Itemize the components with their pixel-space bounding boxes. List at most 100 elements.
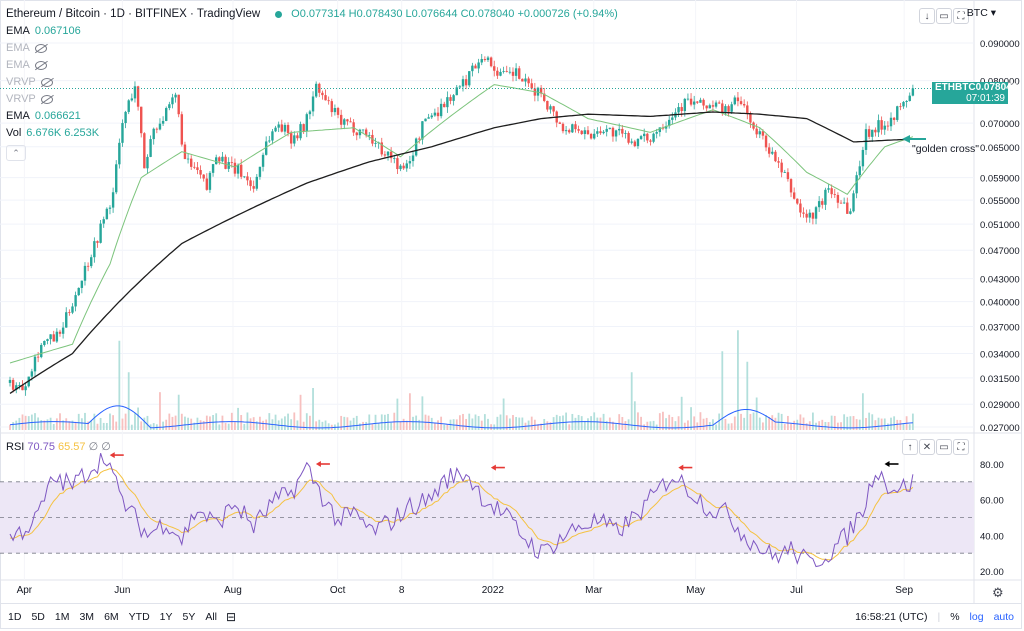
volume-bar	[362, 421, 364, 430]
log-scale-toggle[interactable]: log	[969, 611, 984, 623]
candle-body	[808, 212, 811, 218]
volume-bar	[587, 418, 589, 430]
move-up-button[interactable]: ↑	[902, 439, 918, 455]
fullscreen-pane-button[interactable]: ⛶	[953, 8, 969, 24]
candle-body	[186, 158, 190, 160]
price-tick-label: 0.037000	[980, 323, 1020, 334]
hidden-eye-icon[interactable]	[40, 78, 53, 87]
candle-body	[111, 192, 115, 208]
candle-body	[8, 379, 12, 383]
timeframe-button[interactable]: 3M	[79, 611, 95, 623]
volume-bar	[337, 422, 339, 430]
settings-gear-icon[interactable]: ⚙	[992, 585, 1004, 600]
candle-body	[896, 106, 899, 120]
candle-body	[74, 295, 77, 307]
volume-bar	[683, 422, 686, 430]
volume-bar	[202, 420, 205, 430]
candle-body	[564, 130, 568, 132]
volume-bar	[880, 418, 883, 430]
hidden-eye-icon[interactable]	[34, 61, 47, 70]
timeframe-button[interactable]: YTD	[128, 611, 150, 623]
collapse-pane-button[interactable]: ▭	[936, 8, 952, 24]
move-down-button[interactable]: ↓	[919, 8, 935, 24]
close-pane-button[interactable]: ✕	[919, 439, 935, 455]
candle-body	[461, 79, 465, 87]
candle-body	[436, 112, 440, 117]
volume-bar	[112, 415, 114, 430]
volume-bar	[583, 420, 586, 430]
volume-bar	[280, 418, 283, 430]
volume-bar	[865, 417, 867, 430]
indicator-row[interactable]: EMA	[6, 57, 618, 74]
volume-bar	[184, 416, 186, 430]
price-tag-countdown: 07:01:39	[966, 93, 1005, 104]
indicator-row[interactable]: EMA 0.067106	[6, 23, 618, 40]
candle-body	[280, 124, 283, 132]
candle-body	[880, 120, 883, 130]
hidden-eye-icon[interactable]	[34, 44, 47, 53]
candle-body	[333, 108, 337, 113]
timeframe-button[interactable]: 5D	[31, 611, 45, 623]
volume-bar	[118, 340, 121, 430]
volume-bar	[793, 420, 796, 430]
candle-body	[80, 280, 84, 288]
indicator-row[interactable]: Vol 6.676K 6.253K	[6, 125, 618, 142]
currency-selector[interactable]: BTC ▾	[966, 7, 996, 19]
collapse-legend-button[interactable]: ⌃	[6, 145, 26, 161]
volume-bar	[393, 412, 396, 430]
candle-body	[721, 103, 724, 113]
candle-body	[205, 178, 209, 190]
timeframe-button[interactable]: All	[205, 611, 218, 623]
candle-body	[658, 127, 662, 133]
candle-body	[705, 105, 708, 109]
volume-bar	[783, 424, 786, 430]
candle-body	[393, 158, 396, 159]
candle-body	[43, 340, 46, 345]
candle-body	[777, 161, 780, 163]
time-tick-label: Jun	[114, 585, 130, 596]
indicator-row[interactable]: EMA	[6, 40, 618, 57]
volume-bar	[577, 414, 580, 430]
timeframe-button[interactable]: 1D	[8, 611, 22, 623]
candle-body	[396, 158, 399, 170]
candle-body	[264, 141, 268, 155]
volume-bar	[643, 424, 646, 430]
candle-body	[811, 212, 815, 219]
candle-body	[305, 114, 308, 132]
volume-bar	[696, 422, 699, 430]
indicator-row[interactable]: VRVP	[6, 74, 618, 91]
volume-bar	[199, 420, 202, 430]
maximize-rsi-button[interactable]: ⛶	[953, 439, 969, 455]
hidden-eye-icon[interactable]	[40, 95, 53, 104]
timeframe-button[interactable]: 1M	[54, 611, 70, 623]
volume-bar	[671, 416, 674, 430]
indicator-row[interactable]: VRVP	[6, 91, 618, 108]
price-tag-price: 0.078040	[975, 82, 1018, 93]
candle-body	[730, 104, 733, 112]
volume-bar	[255, 421, 258, 430]
timeframe-button[interactable]: 5Y	[182, 611, 196, 623]
volume-bar	[352, 417, 355, 430]
candle-body	[667, 119, 671, 127]
candle-body	[218, 157, 221, 162]
candle-body	[314, 83, 318, 97]
collapse-rsi-button[interactable]: ▭	[936, 439, 952, 455]
volume-bar	[724, 418, 727, 430]
volume-bar	[115, 421, 118, 430]
auto-scale-toggle[interactable]: auto	[993, 611, 1014, 623]
percent-scale-toggle[interactable]: %	[950, 611, 960, 623]
timeframe-button[interactable]: 1Y	[159, 611, 173, 623]
indicator-row[interactable]: EMA 0.066621	[6, 108, 618, 125]
volume-bar	[102, 422, 105, 430]
volume-bar	[193, 422, 196, 430]
candle-body	[686, 98, 690, 100]
candle-body	[427, 117, 430, 119]
timeframe-button[interactable]: 6M	[104, 611, 119, 623]
volume-bar	[168, 413, 171, 430]
indicator-name: EMA	[6, 25, 30, 37]
candle-body	[677, 107, 680, 113]
symbol-title[interactable]: Ethereum / Bitcoin · 1D · BITFINEX · Tra…	[6, 8, 261, 20]
date-range-icon[interactable]: ⊟	[226, 610, 237, 624]
volume-bar	[612, 421, 614, 430]
